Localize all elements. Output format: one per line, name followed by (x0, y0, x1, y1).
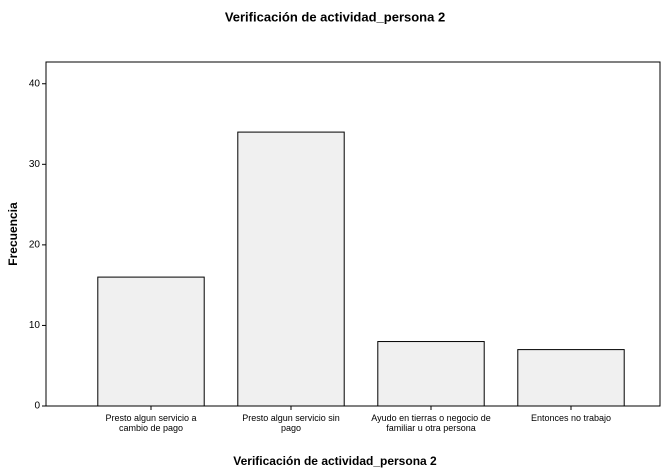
bar (237, 131, 345, 407)
plot-frame (45, 61, 661, 407)
bar (377, 341, 485, 407)
x-tick-label: Presto algun servicio a cambio de pago (105, 413, 197, 433)
y-axis-label: Frecuencia (6, 202, 20, 266)
x-tick-label: Entonces no trabajo (530, 413, 612, 423)
x-axis-label: Verificación de actividad_persona 2 (233, 454, 437, 468)
x-tick-label: Presto algun servicio sin pago (242, 413, 340, 433)
bar (97, 276, 205, 407)
y-tick-label: 0 (34, 401, 40, 412)
y-tick-label: 30 (29, 159, 41, 170)
bar (517, 349, 625, 407)
chart-title: Verificación de actividad_persona 2 (225, 9, 445, 24)
x-tick-label: Ayudo en tierras o negocio de familiar u… (371, 413, 491, 433)
y-tick-label: 10 (29, 320, 41, 331)
y-tick-label: 20 (29, 240, 41, 251)
y-tick-label: 40 (29, 78, 41, 89)
